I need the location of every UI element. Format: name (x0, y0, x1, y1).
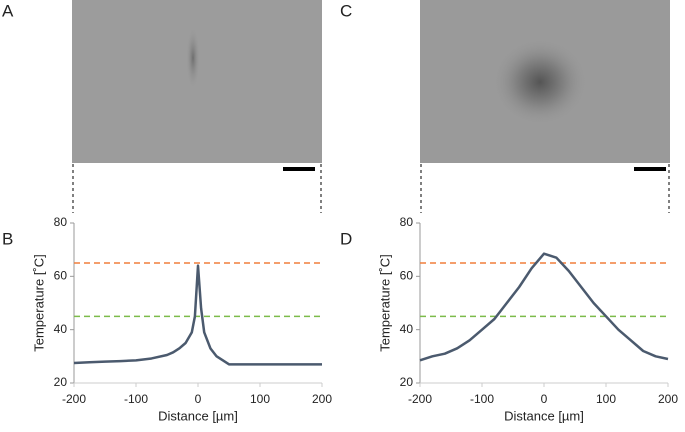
x-tick-label: -200 (62, 392, 86, 406)
scale-bar (634, 167, 666, 171)
panel-label: C (340, 1, 352, 20)
x-tick-label: 200 (658, 392, 678, 406)
y-tick-label: 60 (54, 269, 68, 283)
y-tick-label: 80 (54, 215, 68, 229)
y-axis-title: Temperature [˚C] (31, 254, 46, 352)
y-tick-label: 80 (400, 215, 414, 229)
x-tick-label: -200 (408, 392, 432, 406)
y-axis-title: Temperature [˚C] (377, 254, 392, 352)
y-tick-label: 40 (400, 322, 414, 336)
data-line (419, 252, 669, 362)
y-tick-label: 40 (54, 322, 68, 336)
y-tick-label: 20 (54, 375, 68, 389)
x-tick-label: -100 (124, 392, 148, 406)
scale-bar (283, 167, 315, 171)
y-tick-label: 60 (400, 269, 414, 283)
x-tick-label: 0 (541, 392, 548, 406)
x-axis-title: Distance [µm] (158, 408, 238, 423)
hot-spot (492, 38, 588, 126)
x-tick-label: 0 (195, 392, 202, 406)
panel-label: A (2, 1, 14, 20)
x-tick-label: 100 (596, 392, 616, 406)
x-tick-label: 100 (250, 392, 270, 406)
hot-spot (186, 26, 200, 90)
x-tick-label: -100 (470, 392, 494, 406)
panel-label: B (2, 229, 13, 248)
y-tick-label: 20 (400, 375, 414, 389)
x-axis-title: Distance [µm] (504, 408, 584, 423)
data-line (73, 264, 322, 366)
x-tick-label: 200 (312, 392, 332, 406)
panel-label: D (340, 229, 352, 248)
